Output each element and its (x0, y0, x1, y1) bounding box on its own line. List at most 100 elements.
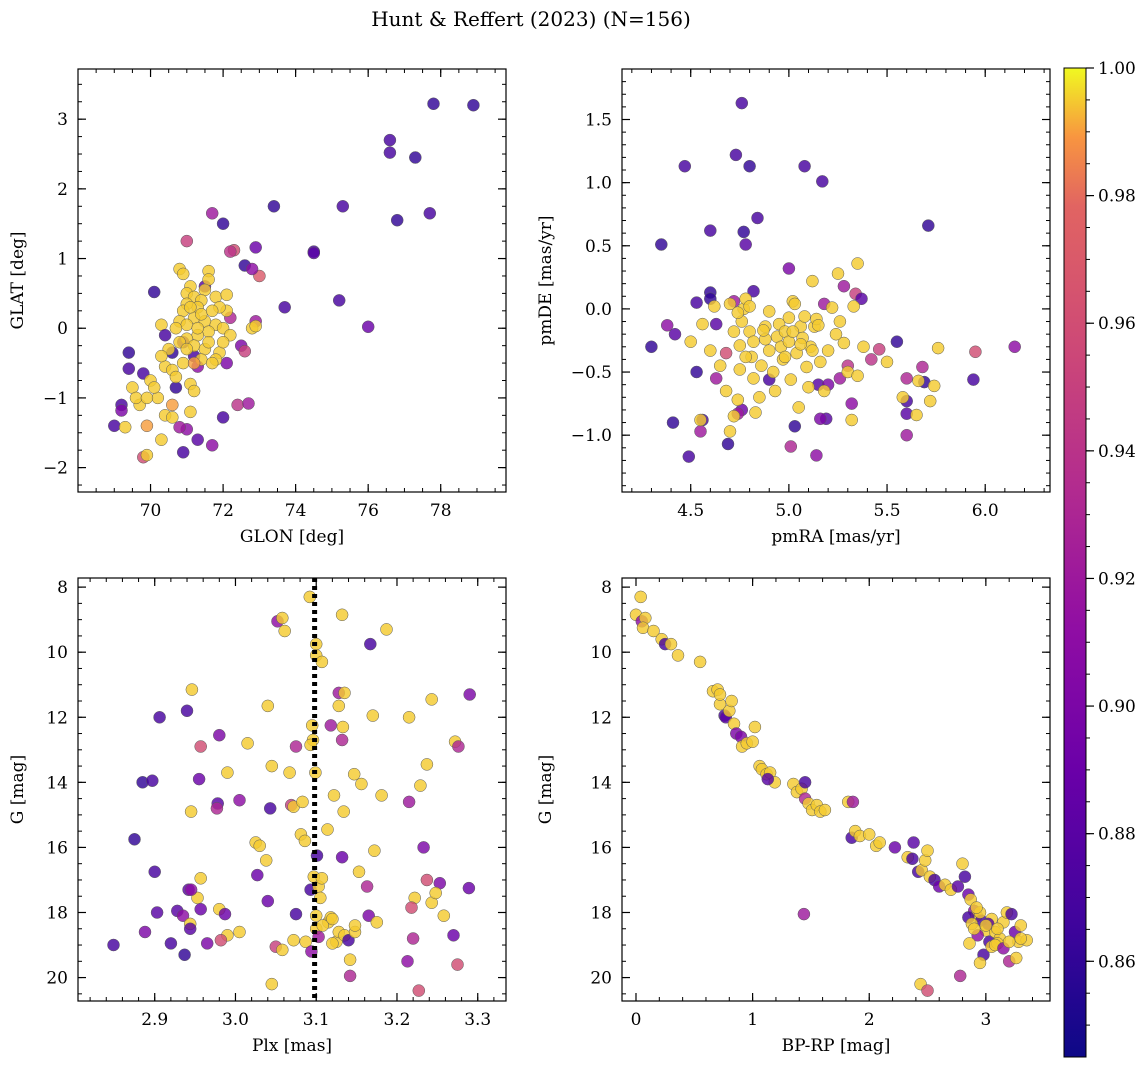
scatter-point (307, 246, 321, 260)
scatter-point (337, 805, 350, 818)
y-axis-label: GLAT [deg] (8, 231, 28, 329)
scatter-point (851, 369, 864, 383)
scatter-point (851, 257, 864, 270)
colorbar-tick-label: 1.00 (1098, 59, 1136, 79)
scatter-point (259, 854, 273, 867)
scatter-point (202, 335, 215, 349)
x-tick-label: 72 (212, 501, 234, 521)
scatter-point (417, 841, 430, 854)
panel-glon-glat: 70 72 74 76 78 −2 −1 0 1 2 3 GLON [deg] GLAT [deg] (8, 68, 507, 547)
scatter-point (778, 350, 792, 364)
scatter-point (406, 932, 420, 945)
scatter-point (704, 224, 717, 237)
scatter-point (195, 308, 208, 321)
scatter-point (122, 362, 136, 375)
scatter-point (242, 397, 255, 410)
colorbar-ticks: 0.86 0.88 0.90 0.92 0.94 0.96 0.98 1.00 (1086, 59, 1136, 1026)
scatter-point (906, 852, 919, 866)
scatter-point (806, 344, 819, 357)
scatter-point (336, 200, 350, 213)
scatter-point (429, 886, 442, 900)
scatter-point (956, 857, 969, 870)
scatter-point (224, 245, 237, 258)
scatter-point (719, 384, 733, 398)
scatter-point (402, 711, 416, 724)
scatter-point (797, 907, 811, 921)
scatter-point (467, 98, 480, 112)
scatter-point (414, 779, 427, 792)
scatter-point (709, 372, 723, 385)
y-tick-label: 2 (57, 180, 68, 200)
scatter-point (896, 391, 910, 404)
scatter-point (183, 922, 197, 936)
scatter-point (880, 355, 894, 369)
axes-frame (621, 68, 1051, 493)
scatter-point (420, 758, 434, 771)
scatter-point (205, 356, 219, 370)
scatter-points (107, 590, 476, 997)
scatter-point (739, 238, 752, 251)
scatter-point (784, 373, 798, 386)
scatter-point (364, 637, 377, 651)
scatter-point (818, 803, 832, 817)
y-tick-label: 0.5 (585, 237, 612, 257)
scatter-point (194, 740, 207, 753)
scatter-point (682, 450, 696, 463)
scatter-point (912, 374, 925, 388)
scatter-point (463, 688, 476, 701)
scatter-point (755, 359, 768, 372)
scatter-point (798, 159, 811, 173)
scatter-point (810, 449, 823, 462)
scatter-point (690, 365, 703, 379)
scatter-points (645, 96, 1021, 463)
scatter-point (784, 440, 798, 453)
x-tick-label: 2.9 (141, 1010, 168, 1030)
x-tick-label: 4.5 (677, 501, 704, 521)
axes-frame (621, 577, 1051, 1002)
scatter-point (1008, 340, 1021, 354)
scatter-point (287, 933, 300, 947)
scatter-point (129, 391, 143, 405)
scatter-point (798, 310, 811, 323)
scatter-point (786, 325, 800, 338)
scatter-point (335, 733, 349, 747)
scatter-point (666, 416, 680, 429)
scatter-point (210, 802, 224, 815)
scatter-point (278, 301, 291, 314)
scatter-point (693, 655, 707, 669)
scatter-point (343, 969, 357, 983)
scatter-point (865, 353, 878, 366)
colorbar-tick-label: 0.94 (1098, 442, 1136, 462)
scatter-point (375, 789, 388, 802)
scatter-point (187, 356, 201, 370)
scatter-point (166, 411, 179, 424)
scatter-point (437, 909, 451, 922)
scatter-point (128, 833, 141, 846)
scatter-point (694, 413, 707, 427)
scatter-point (694, 425, 707, 438)
x-tick-label: 70 (140, 501, 162, 521)
scatter-point (115, 404, 128, 417)
scatter-point (184, 805, 198, 818)
scatter-point (231, 398, 244, 412)
scatter-point (747, 372, 760, 385)
scatter-point (184, 301, 197, 314)
x-tick-label: 3.1 (303, 1010, 330, 1030)
scatter-point (916, 360, 929, 374)
y-axis-label: G [mag] (8, 755, 28, 824)
scatter-point (855, 292, 868, 306)
scatter-point (233, 793, 246, 807)
scatter-point (727, 325, 741, 338)
x-tick-label: 74 (285, 501, 307, 521)
scatter-point (276, 611, 289, 625)
scatter-point (220, 356, 233, 370)
scatter-point (238, 344, 252, 358)
scatter-point (140, 419, 154, 433)
scatter-point (205, 207, 219, 220)
scatter-point (794, 338, 807, 351)
scatter-point (814, 355, 827, 369)
colorbar: 0.86 0.88 0.90 0.92 0.94 0.96 0.98 1.00 (1063, 59, 1136, 1058)
scatter-point (719, 346, 733, 360)
